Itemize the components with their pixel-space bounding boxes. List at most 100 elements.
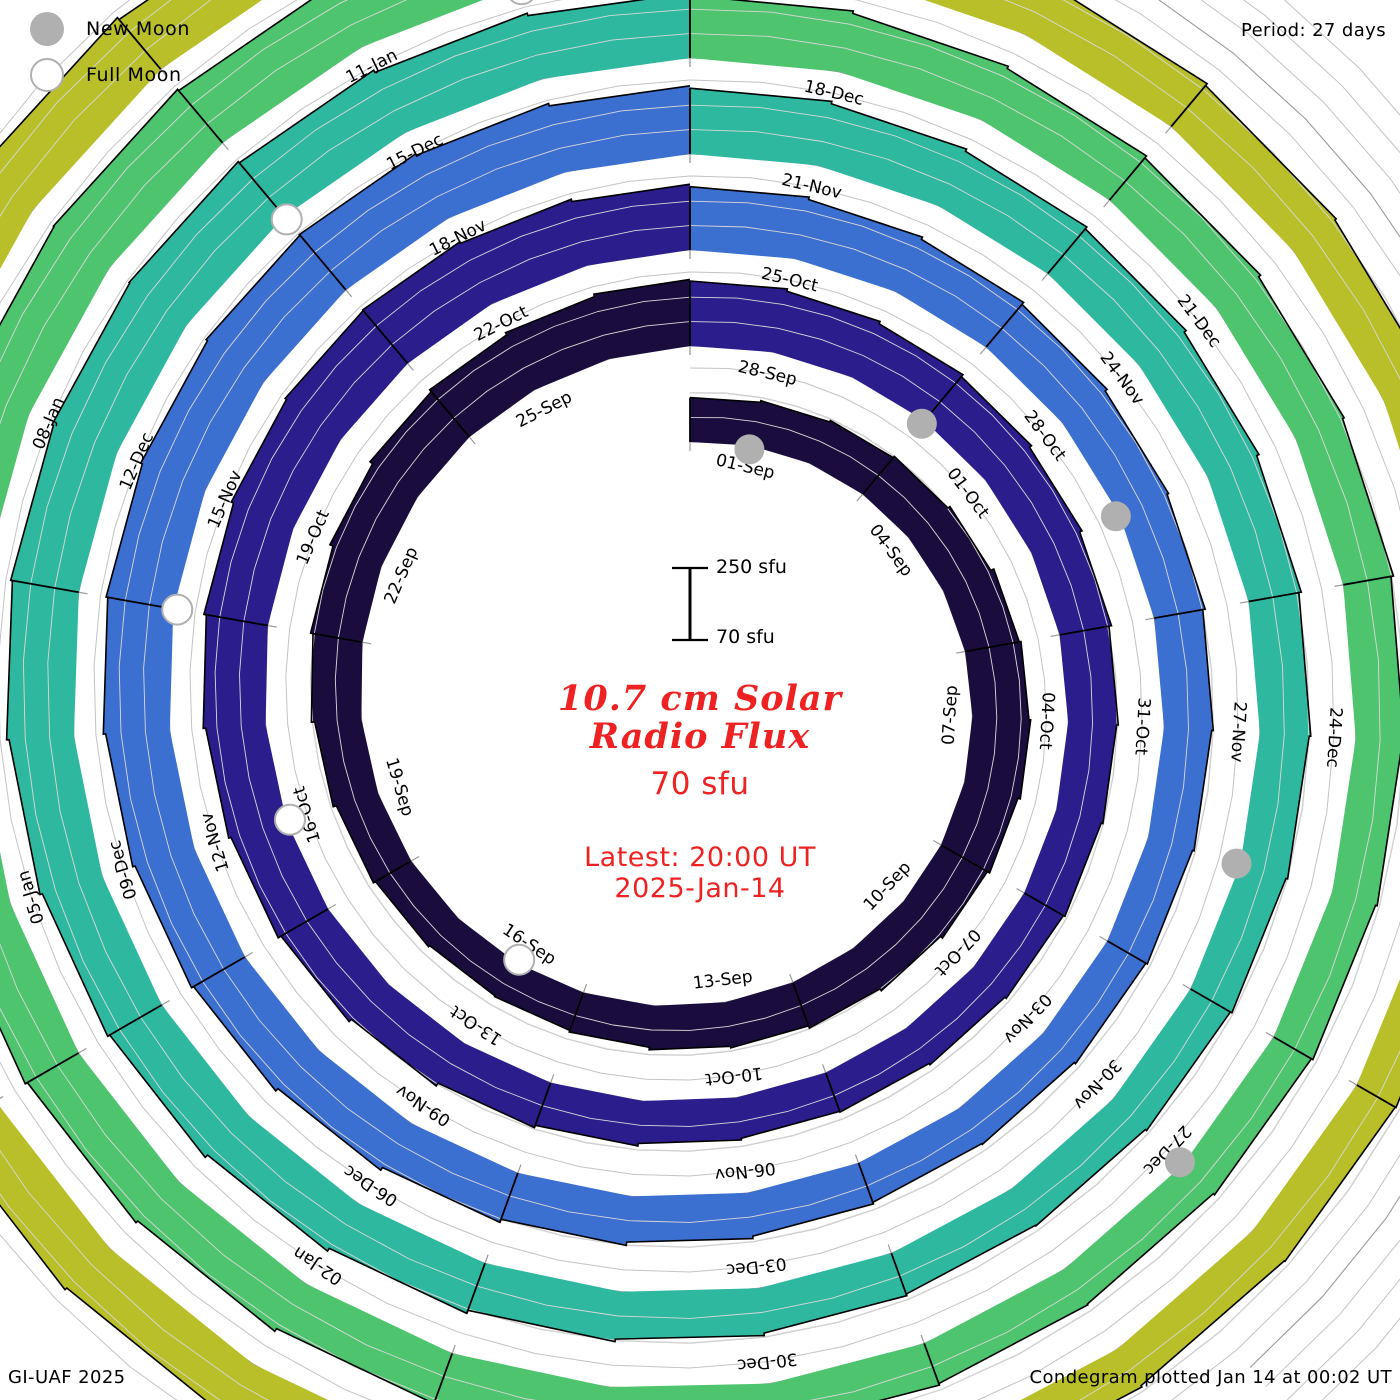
date-separator-line — [465, 1262, 486, 1314]
date-separator-line — [24, 1052, 80, 1085]
date-tick-mark — [267, 624, 277, 628]
plotted-timestamp-label: Condegram plotted Jan 14 at 00:02 UT — [1029, 1367, 1392, 1388]
date-separator-line — [1059, 625, 1110, 636]
date-tick-mark — [920, 1334, 925, 1344]
legend-item-full-moon: Full Moon — [22, 52, 282, 98]
date-separator-line — [372, 860, 412, 884]
date-tick-mark — [410, 855, 420, 862]
flux-band-turn-1 — [310, 279, 1031, 1050]
date-label: 31-Oct — [1130, 697, 1153, 756]
date-label: 27-Nov — [1226, 701, 1249, 763]
date-separator-line — [890, 1252, 908, 1296]
band-gridline — [334, 321, 998, 1031]
latest-date-label: 2025-Jan-14 — [614, 872, 786, 904]
scale-bar-bottom-label: 70 sfu — [716, 626, 775, 648]
new-moon-marker — [734, 434, 765, 465]
date-tick-mark — [582, 983, 588, 993]
date-label: 28-Sep — [736, 357, 799, 390]
date-separator-line — [985, 303, 1023, 348]
date-separator-line — [1356, 1084, 1396, 1108]
flux-trace-outline — [309, 278, 1032, 1051]
date-tick-mark — [222, 142, 229, 151]
baseline-value-label: 70 sfu — [650, 765, 750, 802]
date-tick-mark — [1145, 617, 1155, 621]
date-tick-mark — [161, 999, 170, 1006]
date-tick-mark — [1041, 273, 1049, 281]
flux-trace-outline — [102, 85, 1215, 1247]
date-tick-mark — [1164, 126, 1172, 134]
date-tick-mark — [362, 641, 372, 645]
full-moon-marker — [509, 0, 534, 6]
full-moon-marker — [273, 803, 306, 836]
date-separator-line — [1273, 1036, 1312, 1060]
date-separator-line — [298, 233, 347, 291]
date-label: 24-Dec — [1322, 707, 1345, 769]
date-tick-mark — [856, 493, 864, 502]
date-tick-mark — [407, 363, 414, 371]
scale-bar-labels: 250 sfu 70 sfu — [716, 556, 787, 696]
date-separator-line — [434, 1353, 454, 1400]
date-separator-line — [203, 613, 269, 627]
flux-trace-outline — [202, 183, 1120, 1147]
full-moon-marker — [270, 203, 303, 236]
date-separator-line — [940, 844, 988, 873]
date-label: 03-Dec — [725, 1253, 788, 1280]
date-tick-mark — [1239, 600, 1249, 604]
date-separator-line — [923, 1343, 941, 1386]
legend-label-new-moon: New Moon — [86, 18, 190, 40]
date-label: 19-Sep — [381, 756, 417, 819]
new-moon-icon — [30, 12, 64, 46]
legend-item-new-moon: New Moon — [22, 6, 282, 52]
date-tick-mark — [1050, 634, 1060, 637]
band-gridline — [22, 8, 1310, 1344]
latest-time-label: Latest: 20:00 UT — [584, 841, 816, 873]
date-separator-line — [107, 1004, 163, 1038]
date-tick-mark — [484, 1254, 489, 1264]
date-tick-mark — [887, 1244, 892, 1254]
date-tick-mark — [0, 1095, 4, 1100]
date-tick-mark — [1103, 199, 1110, 208]
date-separator-line — [1106, 940, 1147, 964]
chart-title-line-1: 10.7 cm Solar — [558, 678, 842, 719]
credit-label: GI-UAF 2025 — [8, 1367, 126, 1388]
date-label: 13-Sep — [692, 967, 754, 994]
date-tick-mark — [1016, 887, 1025, 894]
date-separator-line — [1190, 988, 1231, 1013]
date-separator-line — [862, 455, 896, 495]
date-separator-line — [10, 579, 79, 594]
date-tick-mark — [327, 903, 337, 910]
date-separator-line — [1023, 892, 1064, 917]
date-label: 10-Oct — [704, 1062, 764, 1089]
band-gridline — [143, 129, 1189, 1223]
date-tick-mark — [468, 436, 476, 445]
band-gridline — [118, 104, 1214, 1248]
date-tick-mark — [822, 1064, 827, 1073]
latest-observation-block: Latest: 20:00 UT 2025-Jan-14 — [470, 842, 930, 904]
date-separator-line — [1047, 228, 1087, 275]
date-tick-mark — [78, 591, 88, 595]
date-tick-mark — [517, 1164, 522, 1174]
scale-bar-top-label: 250 sfu — [716, 556, 787, 578]
date-separator-line — [533, 1082, 552, 1128]
date-tick-mark — [956, 650, 966, 654]
date-separator-line — [568, 992, 585, 1031]
new-moon-marker — [1221, 848, 1252, 879]
date-tick-mark — [345, 289, 353, 298]
band-gridline — [239, 225, 1094, 1127]
date-tick-mark — [979, 346, 987, 355]
date-separator-line — [824, 1072, 841, 1112]
date-tick-mark — [1182, 983, 1191, 990]
full-moon-marker — [161, 593, 194, 626]
date-separator-line — [1154, 608, 1203, 620]
chart-title-line-2: Radio Flux — [589, 715, 811, 757]
date-separator-line — [1170, 84, 1207, 128]
date-separator-line — [857, 1162, 875, 1205]
full-moon-marker — [503, 943, 536, 976]
flux-trace-outline — [5, 0, 1312, 1343]
